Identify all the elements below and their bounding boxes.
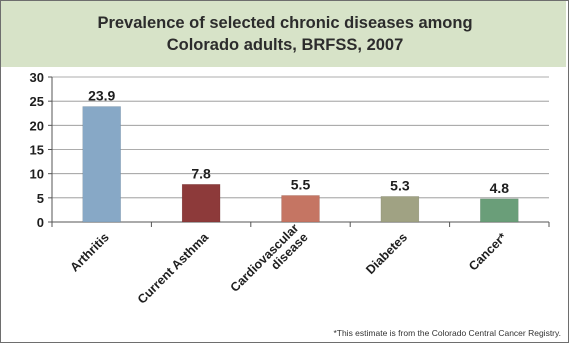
x-tick-label-line: Diabetes <box>363 230 410 277</box>
y-tick-label: 20 <box>30 118 44 133</box>
chart-header <box>1 1 566 67</box>
x-tick-label: Arthritis <box>68 230 112 274</box>
x-tick-label: Cancer* <box>466 230 509 273</box>
x-tick-label: Current Asthma <box>135 229 212 306</box>
bar-cardiovascular-disease <box>281 195 320 223</box>
y-tick-label: 25 <box>30 94 44 109</box>
x-tick-label-line: Arthritis <box>68 230 112 274</box>
bar-arthritis <box>82 106 121 223</box>
chart-title: Prevalence of selected chronic diseases … <box>40 12 530 56</box>
y-tick-label: 30 <box>30 70 44 85</box>
data-label: 5.5 <box>291 176 311 192</box>
data-label: 5.3 <box>390 177 410 193</box>
chart-title-line-1: Prevalence of selected chronic diseases … <box>97 14 473 32</box>
data-label: 4.8 <box>490 180 510 196</box>
bar-diabetes <box>380 196 420 223</box>
data-label: 23.9 <box>88 87 115 103</box>
bar-cancer <box>480 198 519 223</box>
y-tick-label: 10 <box>30 167 44 182</box>
data-label: 7.8 <box>191 165 211 181</box>
x-tick-label: Cardiovasculardisease <box>228 221 311 304</box>
footnote: *This estimate is from the Colorado Cent… <box>333 328 561 338</box>
x-tick-label-line: Cancer* <box>466 230 509 273</box>
y-tick-label: 5 <box>37 191 44 206</box>
x-tick-label: Diabetes <box>363 230 410 277</box>
y-tick-label: 15 <box>30 143 44 158</box>
chart-title-line-2: Colorado adults, BRFSS, 2007 <box>166 36 404 54</box>
x-tick-label-line: Current Asthma <box>135 229 212 306</box>
y-tick-label: 0 <box>37 215 44 230</box>
bar-current-asthma <box>181 184 221 223</box>
